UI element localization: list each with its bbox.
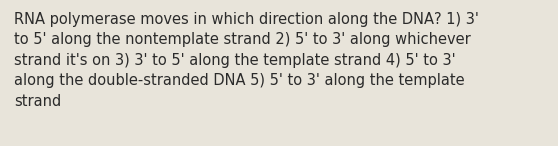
Text: RNA polymerase moves in which direction along the DNA? 1) 3'
to 5' along the non: RNA polymerase moves in which direction … [14, 12, 479, 109]
